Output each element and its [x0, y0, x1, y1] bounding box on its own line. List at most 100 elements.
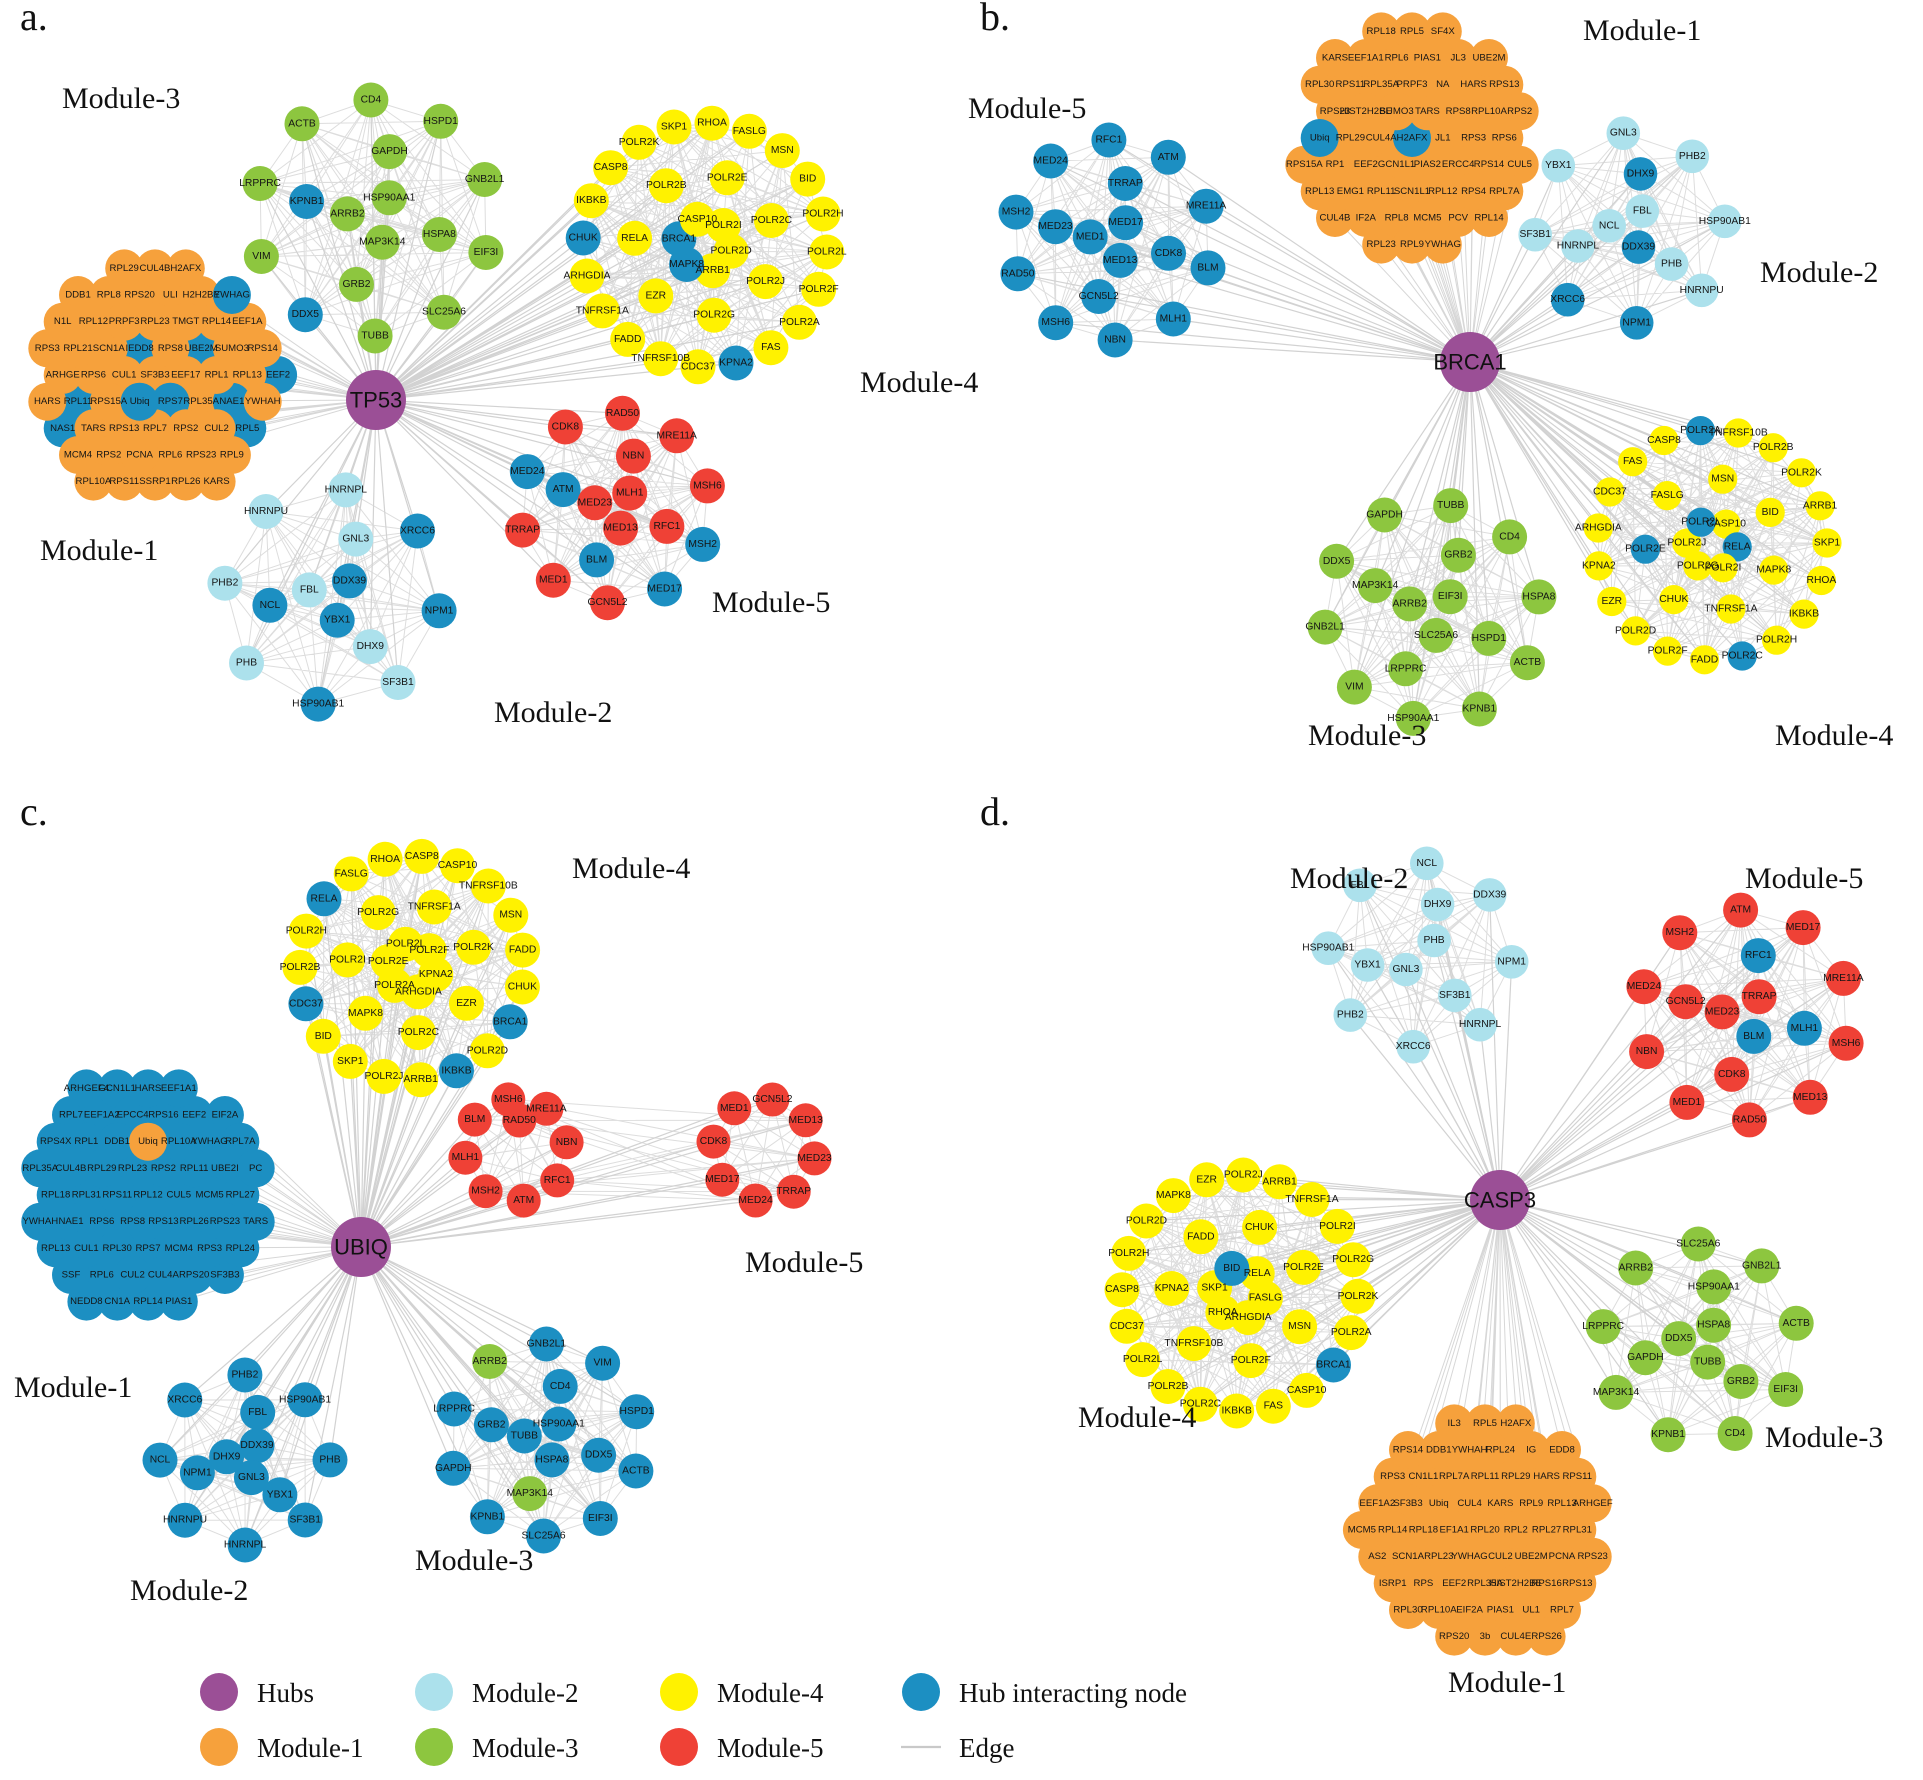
svg-text:EEF2: EEF2: [1354, 159, 1378, 170]
svg-text:MSH6: MSH6: [693, 480, 722, 491]
svg-text:SLC25A6: SLC25A6: [1414, 630, 1458, 641]
svg-text:ARHGE: ARHGE: [46, 370, 80, 381]
svg-text:ATM: ATM: [1730, 905, 1751, 916]
svg-text:VIM: VIM: [1345, 682, 1363, 693]
svg-text:TNFRSF1A: TNFRSF1A: [408, 902, 461, 913]
svg-text:PIAS2: PIAS2: [1414, 159, 1441, 170]
svg-text:YBX1: YBX1: [267, 1489, 294, 1500]
svg-text:BLM: BLM: [1743, 1031, 1764, 1042]
svg-text:TNFRSF10B: TNFRSF10B: [1709, 428, 1768, 439]
svg-text:RPS3: RPS3: [35, 343, 60, 354]
svg-text:POLR2J: POLR2J: [365, 1071, 404, 1082]
svg-text:Module-5: Module-5: [745, 1246, 863, 1279]
svg-text:UBE2M: UBE2M: [1472, 53, 1505, 64]
svg-text:EIF3I: EIF3I: [588, 1513, 613, 1524]
svg-text:TNFRSF1A: TNFRSF1A: [1285, 1194, 1338, 1205]
svg-text:PRPF3: PRPF3: [1397, 79, 1428, 90]
svg-text:RPS3: RPS3: [197, 1243, 222, 1254]
svg-text:IKBKB: IKBKB: [441, 1065, 471, 1076]
svg-text:RPS16: RPS16: [148, 1110, 178, 1121]
svg-text:POLR2A: POLR2A: [779, 317, 820, 328]
svg-text:Module-5: Module-5: [717, 1733, 823, 1763]
svg-text:POLR2K: POLR2K: [1781, 467, 1822, 478]
svg-text:Module-4: Module-4: [860, 366, 978, 399]
svg-text:NA: NA: [1436, 79, 1450, 90]
svg-text:HNRNPU: HNRNPU: [1680, 285, 1724, 296]
svg-text:RPL13: RPL13: [233, 370, 262, 381]
svg-text:CUL2: CUL2: [204, 423, 229, 434]
svg-text:EEF1A1: EEF1A1: [1348, 53, 1384, 64]
svg-text:TMGT: TMGT: [172, 316, 199, 327]
svg-text:GNB2L1: GNB2L1: [465, 174, 505, 185]
svg-text:EEF1A1: EEF1A1: [161, 1083, 197, 1094]
svg-text:POLR2C: POLR2C: [751, 215, 793, 226]
svg-text:RPL18: RPL18: [1409, 1525, 1438, 1536]
svg-text:VIM: VIM: [252, 251, 270, 262]
svg-text:POLR2B: POLR2B: [1148, 1381, 1189, 1392]
svg-text:MED17: MED17: [1786, 922, 1821, 933]
svg-text:RPL7A: RPL7A: [225, 1136, 256, 1147]
svg-text:MRE11A: MRE11A: [656, 430, 697, 441]
svg-text:SKP1: SKP1: [1814, 538, 1841, 549]
svg-text:DDX39: DDX39: [1473, 889, 1506, 900]
svg-text:MSH6: MSH6: [1832, 1038, 1861, 1049]
svg-text:Module-1: Module-1: [1583, 14, 1701, 47]
svg-text:RPS14: RPS14: [1474, 159, 1505, 170]
svg-text:RPL12: RPL12: [1428, 186, 1457, 197]
svg-text:RPL14: RPL14: [202, 316, 232, 327]
svg-text:EIF2A: EIF2A: [212, 1110, 239, 1121]
svg-text:RPS3: RPS3: [1461, 133, 1486, 144]
svg-text:ACTB: ACTB: [1514, 657, 1542, 668]
svg-text:RPL6: RPL6: [158, 450, 182, 461]
svg-text:SF4X: SF4X: [1431, 26, 1456, 37]
svg-text:RFC1: RFC1: [653, 521, 680, 532]
svg-text:RPL8: RPL8: [1385, 213, 1409, 224]
svg-text:RAD50: RAD50: [1001, 268, 1034, 279]
svg-text:RPS13: RPS13: [109, 423, 139, 434]
svg-text:GCN1L1: GCN1L1: [1378, 159, 1415, 170]
svg-text:EEF1A: EEF1A: [232, 316, 263, 327]
svg-text:SUMO3: SUMO3: [1380, 106, 1414, 117]
svg-text:IG: IG: [1526, 1445, 1536, 1456]
svg-text:MAP3K14: MAP3K14: [507, 1488, 554, 1499]
svg-text:MRE11A: MRE11A: [526, 1103, 567, 1114]
svg-text:Module-1: Module-1: [257, 1733, 363, 1763]
svg-text:RPS7: RPS7: [158, 396, 183, 407]
svg-text:POLR2K: POLR2K: [1338, 1291, 1379, 1302]
svg-text:EEF2: EEF2: [1442, 1578, 1466, 1589]
svg-text:TNFRSF10B: TNFRSF10B: [459, 881, 518, 892]
svg-text:RPS15A: RPS15A: [1286, 159, 1323, 170]
svg-text:MED1: MED1: [1076, 231, 1105, 242]
svg-text:NBN: NBN: [1636, 1046, 1658, 1057]
svg-text:HSP90AB1: HSP90AB1: [1302, 943, 1354, 954]
svg-text:XRCC6: XRCC6: [167, 1395, 202, 1406]
svg-text:Edge: Edge: [959, 1733, 1014, 1763]
svg-text:RPL30: RPL30: [1393, 1605, 1422, 1616]
svg-text:PHB: PHB: [1424, 935, 1445, 946]
svg-text:KARS: KARS: [1322, 53, 1348, 64]
svg-text:TUBB: TUBB: [1694, 1357, 1722, 1368]
svg-text:RPL29: RPL29: [1336, 133, 1365, 144]
svg-text:POLR2F: POLR2F: [1648, 646, 1688, 657]
svg-text:FADD: FADD: [509, 945, 536, 956]
svg-text:UL1: UL1: [1522, 1605, 1540, 1616]
svg-text:RPL24: RPL24: [226, 1243, 256, 1254]
svg-text:YWHAH: YWHAH: [1452, 1445, 1488, 1456]
svg-text:YBX1: YBX1: [1545, 160, 1572, 171]
svg-text:NCL: NCL: [150, 1455, 171, 1466]
svg-text:N1L: N1L: [54, 316, 72, 327]
svg-text:GCN5L2: GCN5L2: [752, 1094, 792, 1105]
svg-text:FADD: FADD: [1187, 1231, 1214, 1242]
svg-text:EEF17: EEF17: [171, 370, 200, 381]
svg-text:YWHAG: YWHAG: [1451, 1551, 1487, 1562]
svg-text:UBE2M: UBE2M: [185, 343, 218, 354]
svg-text:RPL21: RPL21: [63, 343, 92, 354]
svg-text:FASLG: FASLG: [1249, 1293, 1282, 1304]
svg-text:H2AFX: H2AFX: [1397, 133, 1429, 144]
svg-text:CDK8: CDK8: [1155, 248, 1183, 259]
svg-text:d.: d.: [980, 789, 1010, 834]
svg-text:RPS20: RPS20: [179, 1270, 209, 1281]
svg-text:MSH6: MSH6: [1041, 317, 1070, 328]
svg-text:CUL4A: CUL4A: [1366, 133, 1398, 144]
svg-text:RPL10A: RPL10A: [1421, 1605, 1457, 1616]
